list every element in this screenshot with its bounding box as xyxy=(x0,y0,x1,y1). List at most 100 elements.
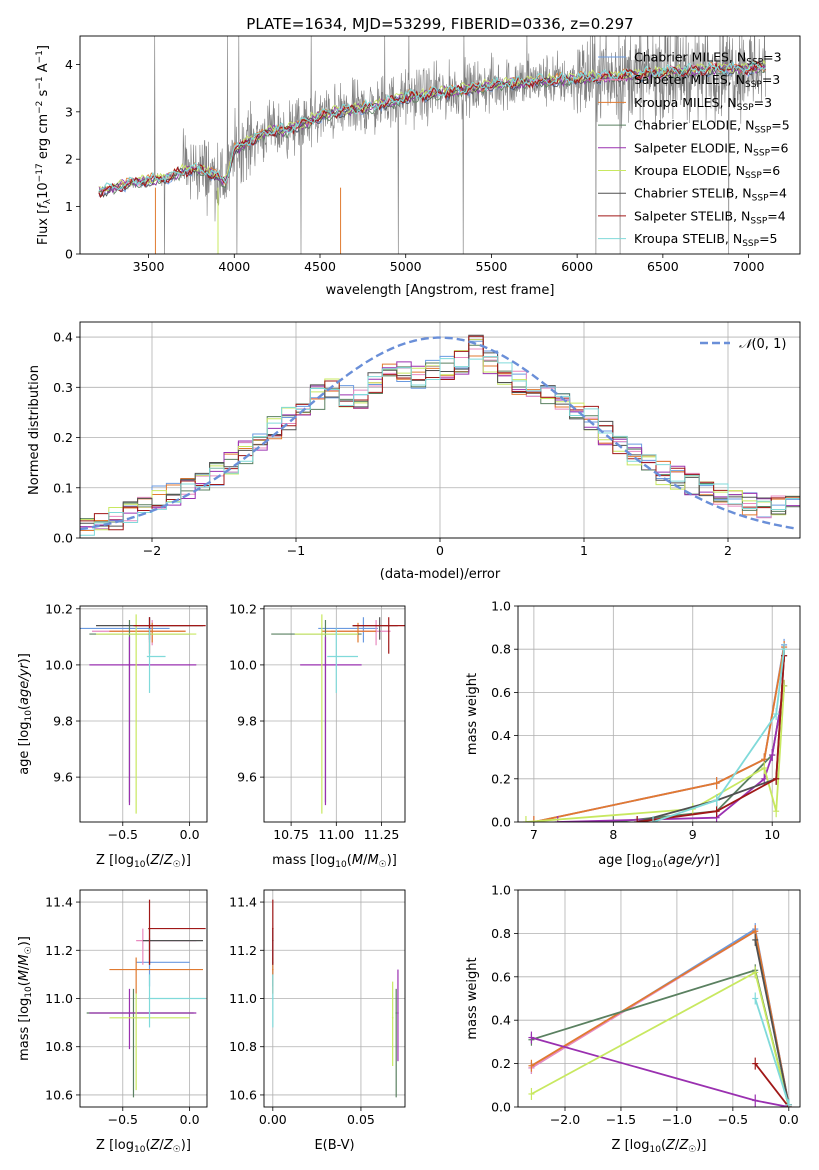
x-tick-label: 6500 xyxy=(647,259,679,274)
figure-title: PLATE=1634, MJD=53299, FIBERID=0336, z=0… xyxy=(246,15,633,33)
y-tick-label: 0.4 xyxy=(53,330,73,345)
y-tick-label: 10.0 xyxy=(229,657,257,672)
y-axis-label: mass [log10(M/M☉)] xyxy=(17,936,34,1061)
axes-frame xyxy=(263,889,406,1108)
x-tick-label: 5500 xyxy=(476,259,508,274)
data-point xyxy=(128,1012,131,1014)
y-tick-label: 0.0 xyxy=(491,815,511,830)
plot-area xyxy=(86,899,206,1098)
plot-area xyxy=(522,638,788,822)
data-point xyxy=(272,997,274,1000)
data-point xyxy=(148,624,151,627)
y-tick-label: 10.2 xyxy=(45,601,73,616)
x-tick-label: 11.00 xyxy=(318,827,354,842)
x-tick-label: 0.0 xyxy=(180,1112,200,1127)
weight-line-kroupa-miles xyxy=(530,929,790,1105)
y-tick-label: 10.6 xyxy=(45,1087,73,1102)
x-tick-label: −0.5 xyxy=(718,1112,748,1127)
y-tick-label: 10.8 xyxy=(229,1039,257,1054)
weight-line-kroupa-stelib xyxy=(754,998,790,1106)
y-tick-label: 0.0 xyxy=(53,531,73,546)
y-tick-label: 0.2 xyxy=(491,1056,511,1071)
y-tick-label: 0.8 xyxy=(491,642,511,657)
legend-entry: Kroupa ELODIE, NSSP=6 xyxy=(634,163,780,181)
y-tick-label: 0.6 xyxy=(491,685,511,700)
y-tick-label: 10.6 xyxy=(229,1087,257,1102)
y-tick-label: 0.6 xyxy=(491,969,511,984)
x-axis-label: Z [log10(Z/Z☉)] xyxy=(96,1138,191,1155)
x-axis-label: mass [log10(M/M☉)] xyxy=(272,853,397,870)
plot-area xyxy=(98,36,766,254)
legend-entry: Chabrier STELIB, NSSP=4 xyxy=(634,186,787,204)
weight-line-salpeter-elodie xyxy=(557,685,785,822)
y-tick-label: 9.8 xyxy=(237,714,257,729)
weight-line-kroupa-stelib xyxy=(652,649,785,822)
y-tick-label: 0 xyxy=(65,247,73,262)
data-point xyxy=(397,1012,399,1014)
y-axis-label: age [log10(age/yr)] xyxy=(17,653,34,775)
x-axis-label: (data-model)/error xyxy=(380,567,501,582)
data-point xyxy=(135,968,137,971)
model-line-salpeter-stelib xyxy=(98,61,766,198)
weight-line-kroupa-elodie xyxy=(530,971,790,1107)
axes-frame xyxy=(79,605,208,823)
panel-mass_weight_vs_Z: −2.0 −1.5 −1.0 −0.5 0.0 0.0 0.2 0.4 0.6 0.8 1.0 Z [… xyxy=(465,883,801,1155)
weight-line-kroupa-miles xyxy=(533,646,785,822)
legend-entry: Kroupa STELIB, NSSP=5 xyxy=(634,231,778,249)
legend-entry: Chabrier ELODIE, NSSP=5 xyxy=(634,118,790,136)
y-tick-label: 0.0 xyxy=(491,1100,511,1115)
data-point xyxy=(391,1016,394,1019)
model-line-chabrier-stelib xyxy=(98,62,766,199)
data-point xyxy=(357,630,359,633)
x-tick-label: 10.75 xyxy=(273,827,309,842)
x-axis-label: age [log10(age/yr)] xyxy=(598,853,720,870)
x-tick-label: 0 xyxy=(436,543,444,558)
y-tick-label: 0.2 xyxy=(53,430,73,445)
axes-frame xyxy=(79,889,208,1108)
data-point xyxy=(362,627,365,630)
axes-frame xyxy=(79,35,801,255)
y-axis-label: mass weight xyxy=(465,957,480,1039)
x-tick-label: −1 xyxy=(287,543,305,558)
y-tick-label: 10.2 xyxy=(229,601,257,616)
histogram-step-kroupa-stelib xyxy=(80,356,800,536)
x-tick-label: 0.0 xyxy=(180,827,200,842)
y-tick-label: 9.6 xyxy=(53,770,73,785)
x-tick-label: −2 xyxy=(143,543,161,558)
x-tick-label: 2 xyxy=(724,543,732,558)
y-tick-label: 1.0 xyxy=(491,883,511,898)
x-tick-label: 0.0 xyxy=(779,1112,799,1127)
y-tick-label: 1.0 xyxy=(491,599,511,614)
plot-area xyxy=(528,923,792,1107)
y-axis-label: mass weight xyxy=(465,673,480,755)
legend-entry: Chabrier MILES, NSSP=3 xyxy=(634,50,782,68)
y-tick-label: 0.1 xyxy=(53,480,73,495)
y-tick-label: 10.0 xyxy=(45,657,73,672)
y-tick-label: 11.0 xyxy=(45,991,73,1006)
data-point xyxy=(321,633,323,635)
axes-frame xyxy=(263,605,406,823)
x-axis-label: Z [log10(Z/Z☉)] xyxy=(96,853,191,870)
axes-frame xyxy=(79,321,801,539)
x-axis-label: E(B-V) xyxy=(314,1138,354,1153)
y-tick-label: 1 xyxy=(65,199,73,214)
weight-line-chabrier-elodie xyxy=(613,685,785,822)
x-tick-label: 0.00 xyxy=(259,1112,287,1127)
y-tick-label: 0.2 xyxy=(491,771,511,786)
plot-area xyxy=(80,614,206,814)
panel-mass_vs_Z: −0.5 0.0 10.6 10.8 11.0 11.2 11.4 Z [log10(Z/Z☉… xyxy=(17,889,208,1155)
y-tick-label: 11.4 xyxy=(45,895,73,910)
legend-entry: Salpeter STELIB, NSSP=4 xyxy=(634,208,786,226)
axes-frame xyxy=(517,605,801,823)
weight-line-salpeter-stelib xyxy=(637,655,785,822)
panel-mass_vs_EBV: 0.00 0.05 10.6 10.8 11.0 11.2 11.4 E(B-V) xyxy=(229,889,406,1153)
x-tick-label: −1.0 xyxy=(662,1112,692,1127)
legend-entry: 𝒩(0, 1) xyxy=(739,337,786,352)
data-point xyxy=(148,655,151,658)
legend-entry: Kroupa MILES, NSSP=3 xyxy=(634,95,772,113)
y-axis-label: Flux [fλ10−17 erg cm−2 s−1 A−1] xyxy=(35,45,53,245)
axes-frame xyxy=(517,889,801,1108)
weight-line-kroupa-elodie xyxy=(525,685,785,822)
weight-line-salpeter-miles xyxy=(530,929,790,1105)
